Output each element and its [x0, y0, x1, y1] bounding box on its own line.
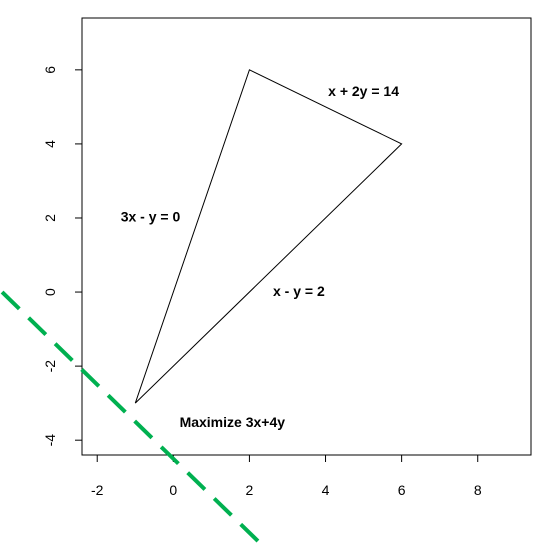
x-tick-label: 0 [169, 482, 177, 498]
x-tick-label: 6 [398, 482, 406, 498]
y-tick-label: 6 [42, 66, 58, 74]
objective-line-line [0, 290, 267, 550]
x-tick-label: -2 [91, 482, 104, 498]
x-axis: -2 0 2 4 6 8 [91, 454, 482, 498]
series-layer [0, 69, 403, 550]
y-axis: -4 -2 0 2 4 6 [42, 66, 83, 447]
y-tick-label: 4 [42, 140, 58, 148]
y-tick-label: -2 [42, 360, 58, 373]
annotation-label: x - y = 2 [273, 283, 325, 299]
feasible-region-line [134, 69, 403, 404]
x-tick-label: 8 [474, 482, 482, 498]
annotation-label: x + 2y = 14 [328, 83, 399, 99]
annotation-label: Maximize 3x+4y [180, 414, 286, 430]
y-tick-label: 0 [42, 288, 58, 296]
annotation-layer: x + 2y = 14 3x - y = 0 x - y = 2 Maximize 3… [121, 83, 399, 430]
annotation-label: 3x - y = 0 [121, 209, 181, 225]
y-tick-label: 2 [42, 214, 58, 222]
y-tick-label: -4 [42, 434, 58, 447]
x-tick-label: 4 [322, 482, 330, 498]
x-tick-label: 2 [246, 482, 254, 498]
